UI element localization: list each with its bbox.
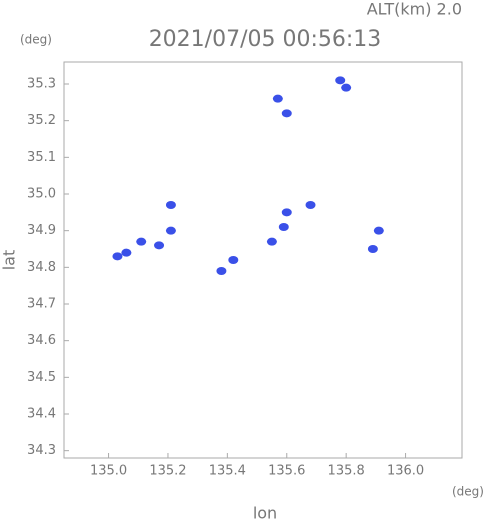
y-tick-label: 34.4 [27, 407, 56, 422]
y-tick-label: 34.7 [27, 297, 56, 312]
x-tick-label: 135.8 [328, 464, 365, 479]
echo [216, 267, 227, 275]
x-unit: (deg) [452, 485, 484, 499]
y-tick-label: 34.6 [27, 333, 56, 348]
x-axis-label: lon [253, 504, 277, 521]
echo [165, 201, 176, 209]
chart-title: 2021/07/05 00:56:13 [149, 27, 382, 52]
y-tick-label: 34.8 [27, 260, 56, 275]
y-unit: (deg) [20, 33, 52, 47]
echo [367, 245, 378, 253]
altitude-label: ALT(km) 2.0 [367, 0, 462, 19]
echo [278, 223, 289, 231]
y-tick-label: 34.9 [27, 223, 56, 238]
x-tick-label: 135.4 [209, 464, 246, 479]
echo [335, 76, 346, 85]
x-tick-label: 135.6 [268, 464, 305, 479]
echo [228, 256, 239, 264]
echo [154, 241, 165, 250]
y-tick-label: 35.0 [27, 187, 56, 202]
x-tick-label: 136.0 [387, 464, 424, 479]
echo [136, 237, 147, 246]
echo [305, 201, 316, 209]
plot-frame [63, 61, 463, 459]
y-tick-label: 34.5 [27, 370, 56, 385]
echo [272, 94, 283, 103]
y-tick-label: 35.1 [27, 150, 56, 165]
x-tick-label: 135.0 [90, 464, 127, 479]
echo [281, 109, 292, 118]
echo [281, 208, 292, 217]
y-tick-label: 35.2 [27, 113, 56, 128]
y-tick-label: 35.3 [27, 77, 56, 92]
y-axis-label: lat [0, 250, 19, 271]
echo [112, 252, 123, 261]
echo [373, 226, 384, 235]
echo [165, 226, 176, 235]
echo [341, 83, 352, 92]
echo [266, 237, 277, 246]
x-tick-label: 135.2 [149, 464, 186, 479]
y-tick-label: 34.3 [27, 443, 56, 458]
echo [121, 248, 132, 257]
